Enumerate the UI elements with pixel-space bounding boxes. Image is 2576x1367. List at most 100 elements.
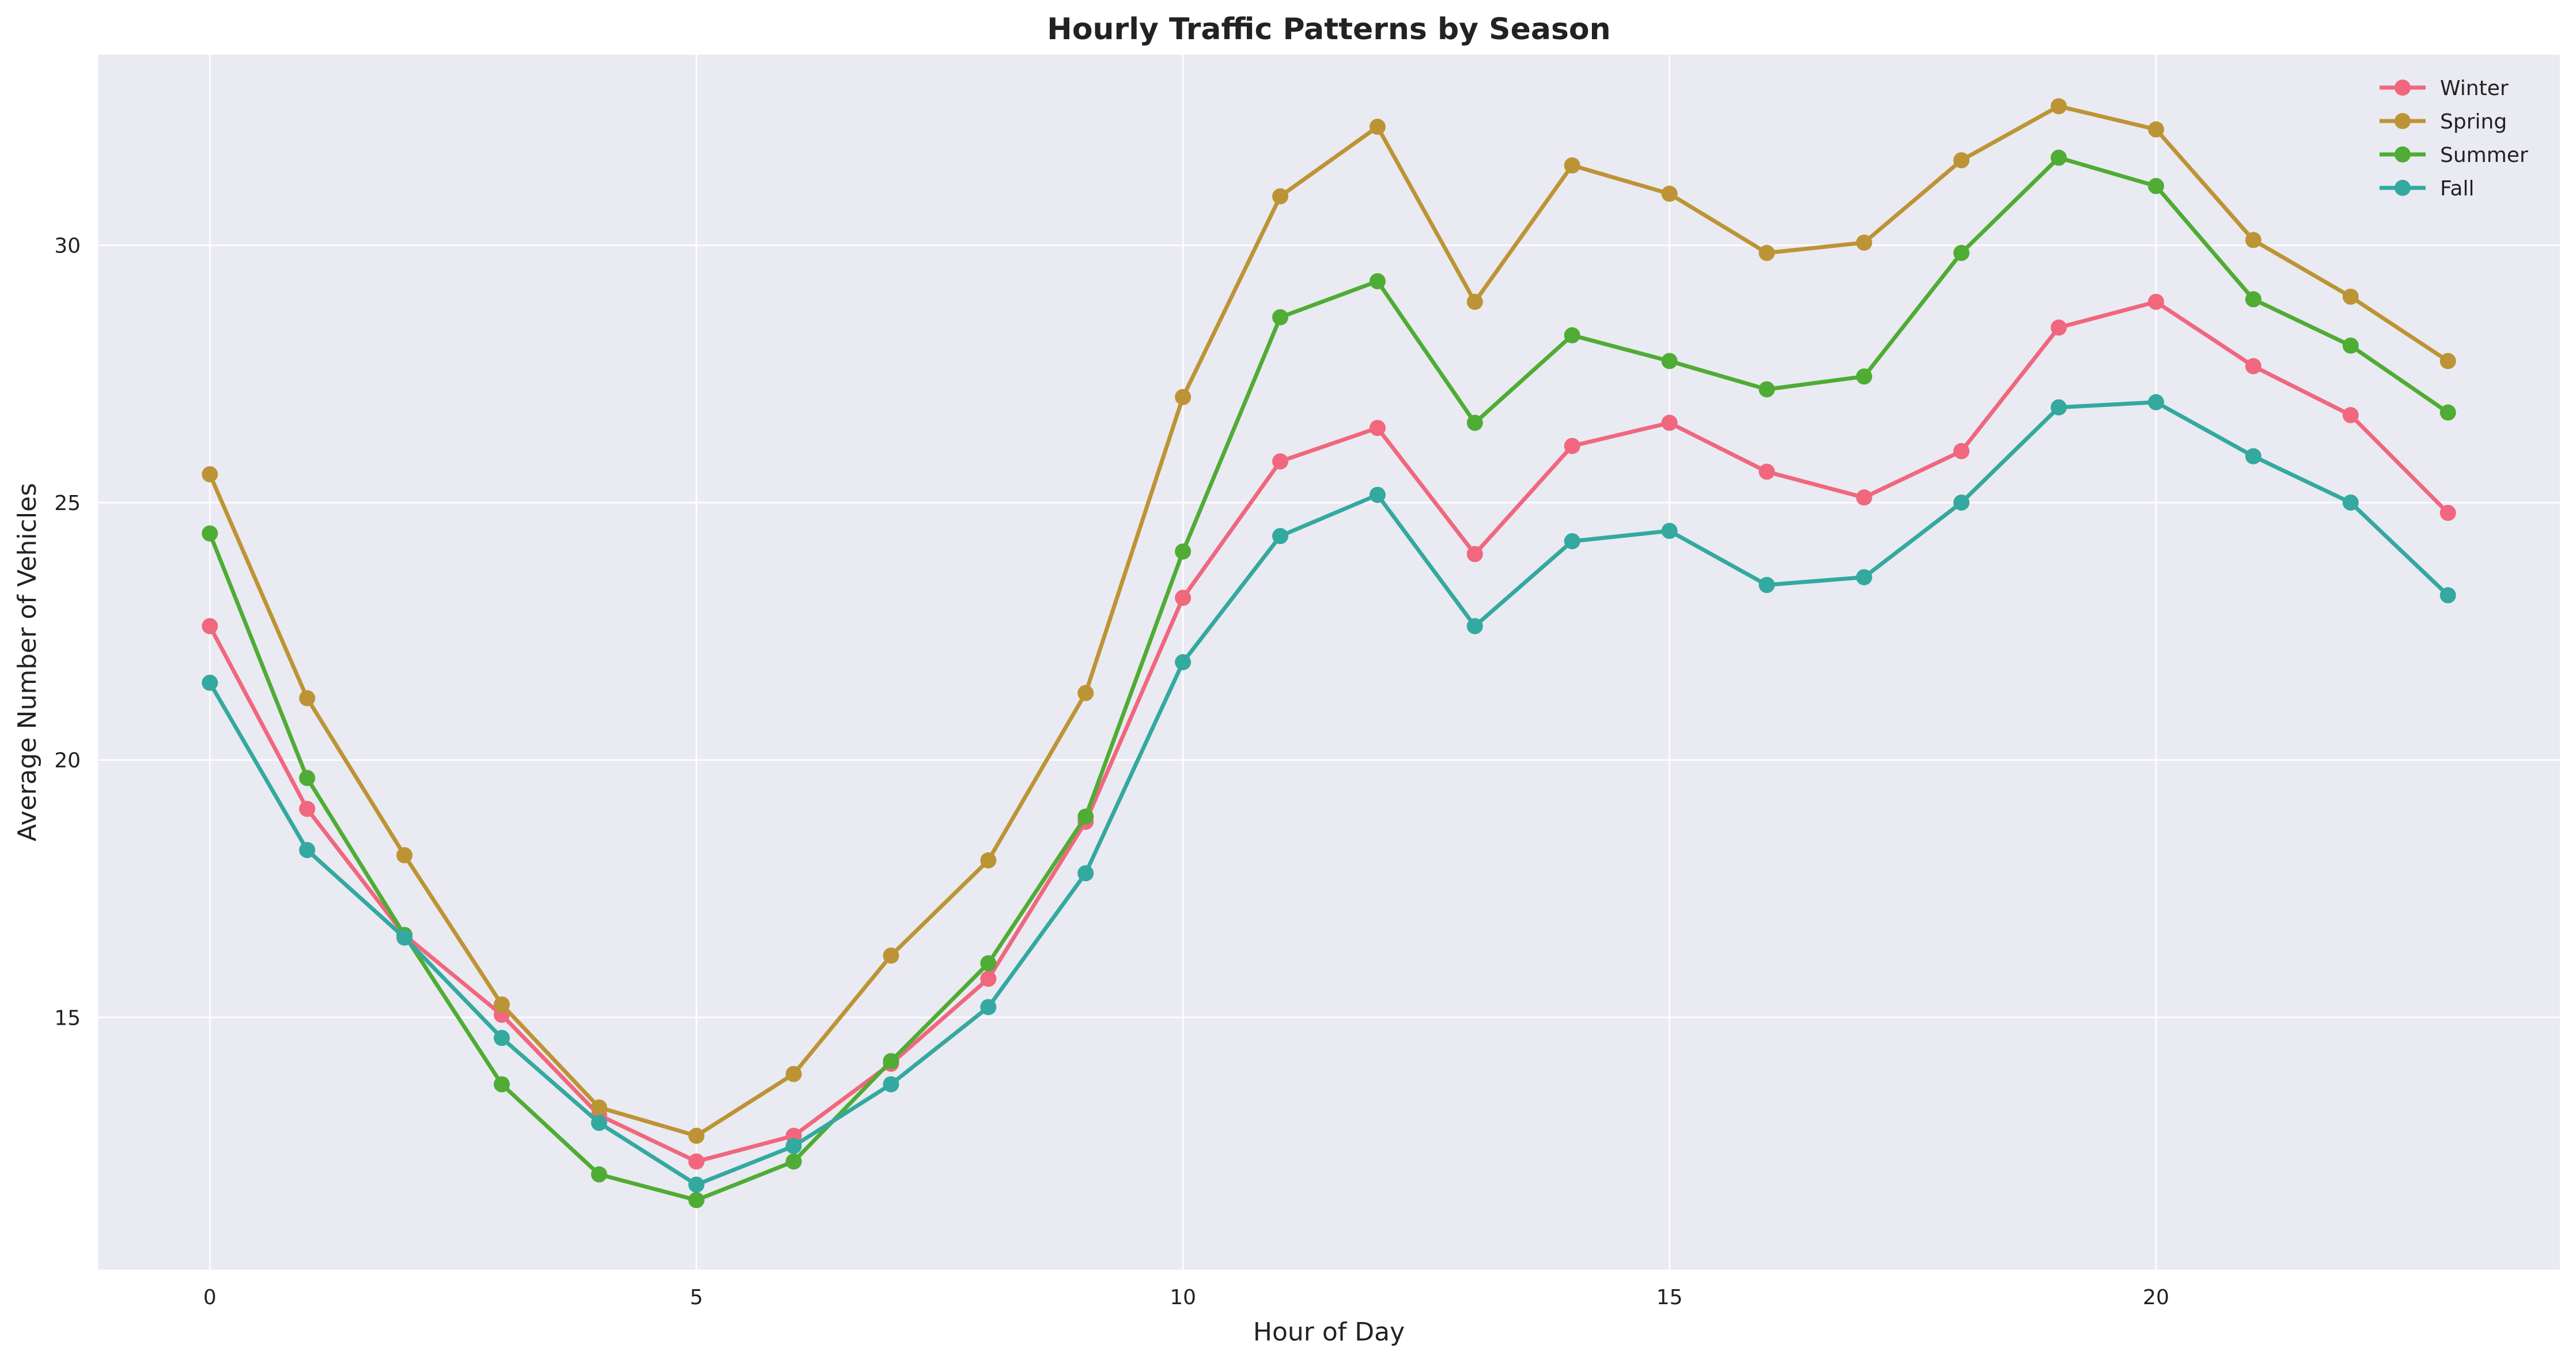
- data-point-fall: [493, 1030, 510, 1047]
- data-point-summer: [1466, 414, 1483, 431]
- legend: Winter Spring Summer Fall: [2368, 68, 2547, 219]
- data-point-winter: [2051, 319, 2067, 336]
- data-point-fall: [1661, 523, 1678, 539]
- data-point-winter: [688, 1153, 705, 1170]
- series-fall: [202, 394, 2456, 1193]
- legend-item-winter: Winter: [2380, 77, 2509, 100]
- data-point-spring: [1953, 152, 1970, 169]
- data-point-summer: [1758, 381, 1775, 398]
- legend-box: [2368, 68, 2547, 219]
- data-point-winter: [2439, 504, 2456, 521]
- data-point-fall: [1953, 494, 1970, 511]
- data-point-winter: [202, 618, 218, 635]
- legend-label-fall: Fall: [2440, 177, 2474, 201]
- legend-marker-summer: [2395, 146, 2411, 163]
- data-point-fall: [299, 842, 316, 859]
- data-point-winter: [2148, 293, 2165, 310]
- data-point-winter: [1466, 546, 1483, 562]
- y-tick-label: 25: [54, 492, 81, 515]
- data-point-summer: [493, 1076, 510, 1093]
- x-tick-label: 20: [2143, 1286, 2169, 1309]
- data-point-fall: [1466, 618, 1483, 635]
- legend-item-fall: Fall: [2380, 177, 2474, 201]
- data-point-fall: [1758, 577, 1775, 594]
- y-tick-label: 20: [54, 749, 81, 773]
- data-point-fall: [2148, 394, 2165, 410]
- data-point-fall: [1272, 528, 1289, 545]
- data-point-summer: [299, 769, 316, 786]
- data-point-winter: [980, 971, 997, 987]
- data-point-summer: [2148, 178, 2165, 194]
- y-tick-label: 30: [54, 234, 81, 258]
- data-point-winter: [299, 800, 316, 817]
- x-tick-label: 15: [1656, 1286, 1683, 1309]
- legend-label-spring: Spring: [2440, 110, 2507, 134]
- data-point-spring: [396, 847, 413, 863]
- data-point-spring: [591, 1099, 607, 1116]
- y-axis-label: Average Number of Vehicles: [13, 483, 42, 841]
- x-axis-label: Hour of Day: [1253, 1317, 1405, 1347]
- data-point-spring: [1856, 235, 1873, 251]
- data-point-summer: [1661, 353, 1678, 369]
- x-tick-label: 0: [203, 1286, 217, 1309]
- data-point-fall: [1077, 865, 1094, 882]
- data-point-spring: [1077, 685, 1094, 701]
- data-point-fall: [2051, 399, 2067, 416]
- series-line-summer: [207, 156, 2450, 1202]
- data-point-summer: [2051, 149, 2067, 166]
- data-point-spring: [2051, 98, 2067, 115]
- data-point-summer: [1175, 543, 1191, 560]
- data-point-spring: [1758, 244, 1775, 261]
- legend-label-summer: Summer: [2440, 144, 2528, 167]
- data-point-summer: [1856, 368, 1873, 385]
- data-point-summer: [1077, 808, 1094, 825]
- plot-area: [98, 55, 2560, 1270]
- data-point-summer: [591, 1166, 607, 1183]
- data-point-winter: [1953, 443, 1970, 459]
- series-spring: [202, 98, 2456, 1144]
- data-point-summer: [1953, 244, 1970, 261]
- data-point-winter: [1369, 420, 1386, 436]
- series-line-spring: [207, 104, 2450, 1138]
- data-point-fall: [2245, 448, 2261, 465]
- data-point-fall: [980, 999, 997, 1015]
- y-tick-label: 15: [54, 1006, 81, 1030]
- x-tick-label: 10: [1170, 1286, 1196, 1309]
- data-point-summer: [202, 525, 218, 542]
- data-point-spring: [202, 466, 218, 482]
- data-point-summer: [2245, 291, 2261, 308]
- data-point-fall: [1564, 533, 1580, 550]
- data-point-winter: [1856, 489, 1873, 506]
- data-point-summer: [883, 1053, 899, 1070]
- series-line-winter: [207, 300, 2450, 1164]
- series-line-fall: [207, 400, 2450, 1187]
- data-point-fall: [883, 1076, 899, 1093]
- y-axis-ticks: 15 20 25 30: [54, 234, 81, 1030]
- data-point-summer: [980, 955, 997, 972]
- legend-marker-winter: [2395, 80, 2411, 96]
- data-point-winter: [2245, 358, 2261, 375]
- data-point-fall: [591, 1115, 607, 1131]
- data-point-fall: [688, 1176, 705, 1193]
- x-axis-ticks: 0 5 10 15 20: [203, 1286, 2169, 1309]
- data-point-winter: [2342, 407, 2359, 424]
- data-point-spring: [1369, 119, 1386, 135]
- legend-item-summer: Summer: [2380, 144, 2528, 167]
- data-point-winter: [1758, 463, 1775, 480]
- data-point-spring: [1272, 188, 1289, 205]
- data-point-spring: [2148, 121, 2165, 138]
- data-point-spring: [299, 690, 316, 707]
- data-point-winter: [1661, 414, 1678, 431]
- data-point-fall: [2342, 494, 2359, 511]
- data-point-summer: [1369, 273, 1386, 290]
- data-point-summer: [2439, 404, 2456, 421]
- data-point-spring: [688, 1127, 705, 1144]
- data-point-fall: [2439, 587, 2456, 603]
- legend-item-spring: Spring: [2380, 110, 2507, 134]
- data-point-fall: [785, 1138, 802, 1154]
- legend-marker-spring: [2395, 113, 2411, 129]
- data-point-summer: [688, 1192, 705, 1209]
- x-tick-label: 5: [690, 1286, 703, 1309]
